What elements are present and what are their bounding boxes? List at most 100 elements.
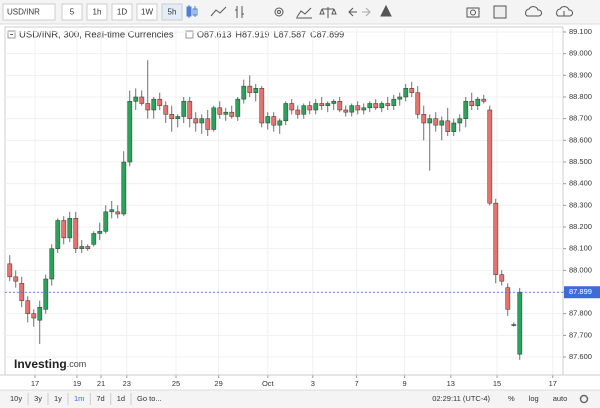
- y-tick-label: 87.700: [569, 330, 592, 339]
- candle-body: [403, 88, 409, 98]
- candle-body: [217, 107, 223, 115]
- candle-body: [151, 98, 157, 111]
- candle-body: [205, 118, 211, 130]
- y-tick-label: 89.000: [569, 49, 592, 58]
- candle-body: [493, 202, 499, 275]
- interval-button[interactable]: [86, 3, 108, 21]
- candle-body: [199, 118, 205, 124]
- symbol-input[interactable]: USD/INR: [7, 8, 40, 17]
- candle-body: [259, 88, 265, 124]
- candle-body: [31, 313, 37, 319]
- candle-body: [73, 218, 79, 249]
- scale-option[interactable]: log: [529, 394, 539, 403]
- candle-body: [67, 218, 73, 239]
- ohlc-readout: H87.919: [236, 29, 270, 39]
- candle-body: [169, 114, 175, 119]
- candle-body: [367, 103, 373, 109]
- scale-option[interactable]: auto: [553, 394, 568, 403]
- candle-body: [109, 209, 115, 213]
- x-tick-label: 17: [31, 379, 39, 388]
- candle-body: [469, 101, 475, 106]
- candle-body: [247, 85, 253, 93]
- candle-body: [85, 246, 91, 249]
- interval-label[interactable]: 1D: [117, 8, 127, 17]
- ohlc-readout: O87.613: [197, 29, 232, 39]
- candle-body: [37, 306, 43, 321]
- candle-body: [193, 118, 199, 124]
- candle-body: [91, 233, 97, 245]
- candle-body: [445, 120, 451, 132]
- x-tick-label: 15: [493, 379, 501, 388]
- candle-body: [307, 105, 313, 111]
- x-tick-label: 17: [549, 379, 557, 388]
- interval-button[interactable]: [61, 3, 83, 21]
- y-tick-label: 88.000: [569, 265, 592, 274]
- candle-body: [463, 101, 469, 119]
- candle-body: [127, 101, 133, 163]
- candle-body: [499, 274, 505, 282]
- range-button[interactable]: 7d: [96, 394, 104, 403]
- y-tick-label: 88.400: [569, 179, 592, 188]
- candle-body: [373, 103, 379, 109]
- x-tick-label: 21: [97, 379, 105, 388]
- candle-body: [517, 291, 523, 355]
- candle-body: [139, 96, 145, 104]
- ohlc-readout: L87.587: [274, 29, 307, 39]
- interval-button[interactable]: [136, 3, 158, 21]
- range-button[interactable]: 3y: [34, 394, 42, 403]
- y-tick-label: 88.500: [569, 157, 592, 166]
- y-tick-label: 87.600: [569, 352, 592, 361]
- candle-body: [115, 211, 121, 215]
- interval-label[interactable]: 1W: [141, 8, 153, 17]
- y-tick-label: 88.900: [569, 70, 592, 79]
- range-button[interactable]: 10y: [10, 394, 22, 403]
- interval-label[interactable]: 1h: [93, 8, 102, 17]
- candle-body: [505, 287, 511, 310]
- interval-button[interactable]: [161, 3, 183, 21]
- candle-body: [325, 103, 331, 106]
- y-tick-label: 88.800: [569, 92, 592, 101]
- candle-body: [277, 120, 283, 126]
- candle-body: [301, 105, 307, 115]
- interval-label[interactable]: 5h: [168, 8, 177, 17]
- candle-body: [391, 98, 397, 106]
- candle-body: [337, 101, 343, 111]
- scale-option[interactable]: %: [508, 394, 515, 403]
- candle-body: [349, 105, 355, 113]
- candle-body: [133, 96, 139, 102]
- candle-body: [409, 88, 415, 93]
- toolbar-icons: [186, 4, 574, 19]
- range-button[interactable]: 1y: [54, 394, 62, 403]
- interval-label[interactable]: 5: [70, 8, 75, 17]
- candle-body: [487, 109, 493, 204]
- candle-body: [283, 103, 289, 122]
- candle-body: [229, 111, 235, 117]
- candle-body: [481, 98, 487, 102]
- candle-body: [457, 118, 463, 124]
- settings-toggle[interactable]: [185, 30, 194, 39]
- candle-body: [181, 101, 187, 117]
- settings-button[interactable]: [579, 394, 589, 404]
- candle-body: [451, 122, 457, 132]
- candle-body: [385, 103, 391, 106]
- candle-body: [43, 278, 49, 310]
- candle-body: [313, 103, 319, 111]
- range-button[interactable]: 1m: [74, 394, 84, 403]
- candle-body: [103, 211, 109, 232]
- range-button[interactable]: 1d: [117, 394, 125, 403]
- candle-body: [319, 103, 325, 106]
- symbol-box[interactable]: [2, 3, 56, 21]
- candle-body: [439, 120, 445, 126]
- candle-body: [163, 105, 169, 115]
- y-tick-label: 89.100: [569, 27, 592, 36]
- x-tick-label: 13: [447, 379, 455, 388]
- candle-body: [433, 118, 439, 126]
- candle-body: [211, 107, 217, 130]
- collapse-button[interactable]: [7, 30, 16, 39]
- candle-body: [475, 98, 481, 106]
- candle-body: [427, 118, 433, 124]
- goto-button[interactable]: Go to...: [137, 394, 162, 403]
- interval-button[interactable]: [111, 3, 133, 21]
